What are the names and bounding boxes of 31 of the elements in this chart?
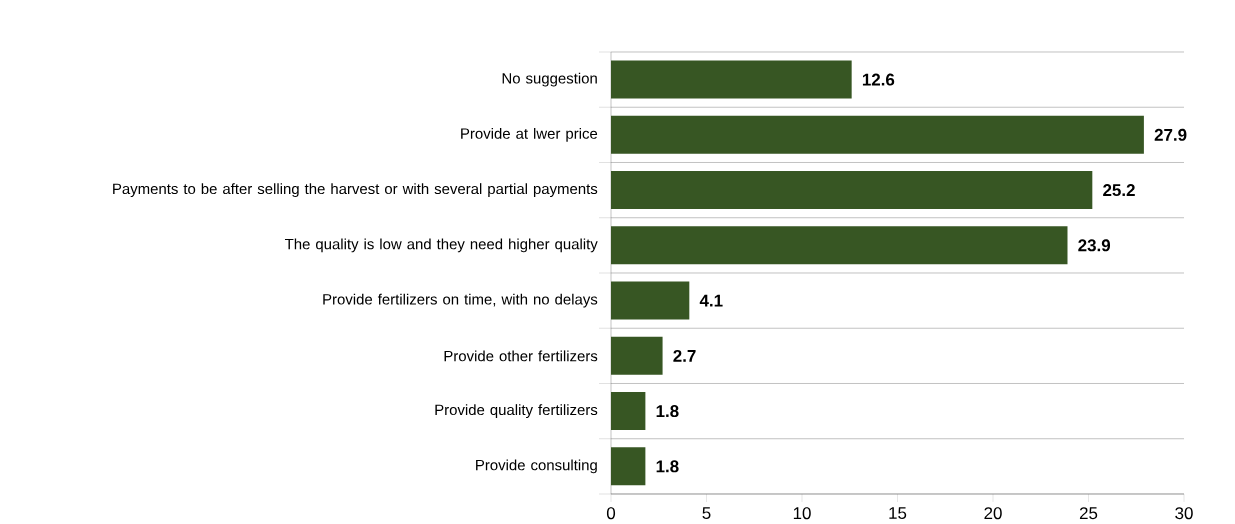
data-label: 12.6 <box>862 73 895 86</box>
data-label: 25.2 <box>1103 184 1135 197</box>
x-tick-label: 5 <box>702 507 711 519</box>
data-label: 4.1 <box>699 294 723 307</box>
y-tick-label: Provide quality fertilizers <box>435 404 598 419</box>
data-label: 27.9 <box>1154 128 1187 141</box>
bar <box>611 226 1068 265</box>
x-tick-label: 15 <box>889 507 907 519</box>
x-tick-label: 30 <box>1175 507 1193 520</box>
y-tick-label: Provide consulting <box>476 459 597 474</box>
x-tick-label: 0 <box>606 507 616 520</box>
y-tick-label: Payments to be after selling the harvest or with several partial payments <box>113 183 598 198</box>
bar <box>611 392 646 431</box>
bar <box>611 171 1093 210</box>
y-tick-label: Provide fertilizers on time, with no delays <box>323 293 598 308</box>
bar <box>611 447 646 486</box>
data-label: 2.7 <box>673 349 696 362</box>
bar <box>611 60 852 99</box>
bar <box>611 281 690 320</box>
bar <box>611 115 1144 154</box>
y-tick-label: The quality is low and they need higher quality <box>284 238 598 253</box>
x-tick-label: 20 <box>984 507 1002 520</box>
y-tick-label: Provide other fertilizers <box>444 350 598 362</box>
data-label: 1.8 <box>656 460 679 473</box>
x-tick-label: 10 <box>793 507 811 520</box>
x-tick-label: 25 <box>1079 507 1098 520</box>
data-label: 23.9 <box>1078 239 1111 252</box>
data-label: 1.8 <box>656 405 679 418</box>
y-tick-label: No suggestion <box>502 72 597 87</box>
bar <box>611 336 663 375</box>
y-tick-label: Provide at lwer price <box>461 127 598 142</box>
